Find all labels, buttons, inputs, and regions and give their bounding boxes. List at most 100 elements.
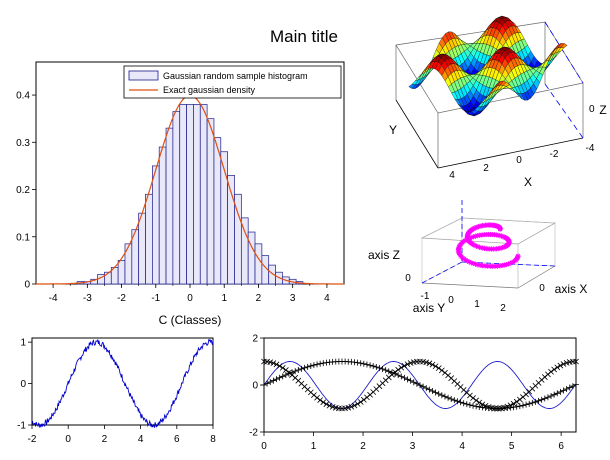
trig-plus-line: [263, 361, 577, 409]
surface-mesh: [408, 15, 568, 117]
histogram-bar: [179, 104, 187, 285]
histogram-x-tick-label: 0: [187, 293, 193, 304]
main-title: Main title: [270, 27, 338, 46]
scatter3d-point: [472, 225, 478, 231]
scatter3d-point: [509, 259, 515, 266]
scatter3d-points: [455, 222, 521, 269]
histogram-panel: -4 -3 -2 -1 0 1 2 3 4 0 0.1 0.2 0.3 0.4 C (Classes) G…: [16, 61, 345, 327]
histogram-bar: [165, 127, 174, 285]
trig-y-tick-label: -2: [249, 428, 258, 439]
trig-axes: 0 1 2 3 4 5 6-202: [249, 334, 564, 453]
trig-y-tick-label: 0: [252, 381, 258, 392]
noisy-sine-x-tick-label: -2: [28, 434, 37, 445]
trig-cross-line: [263, 361, 577, 409]
noisy-sine-axes: -2 0 2 4 6 8 -1 0 1: [17, 338, 216, 445]
trig-series-cross: [261, 358, 579, 412]
scatter3d-point: [472, 261, 479, 267]
trig-x-tick-label: 3: [410, 441, 416, 452]
scatter3d-point: [510, 259, 516, 265]
scatter3d-point: [475, 244, 481, 250]
scatter3d-point: [502, 244, 508, 250]
scatter3d-point: [498, 233, 504, 239]
noisy-sine-y-tick-label: 1: [20, 338, 26, 349]
histogram-bars: [76, 104, 304, 285]
trig-series-plus: [261, 358, 579, 412]
histogram-bar: [193, 104, 201, 285]
scatter3d-point: [505, 261, 512, 267]
histogram-bar: [172, 111, 181, 285]
surface-x-tick: -2: [550, 149, 559, 160]
trig-x-tick-label: 6: [558, 441, 564, 452]
histogram-x-tick-label: 4: [324, 293, 330, 304]
histogram-bar: [206, 118, 215, 285]
scatter3d-point: [470, 260, 476, 267]
histogram-bar: [138, 212, 146, 285]
scatter3d-x-tick: 2: [500, 303, 506, 314]
noisy-sine-x-tick-label: 2: [102, 434, 108, 445]
surface-ticks: 4 2 0 -2 -4 0: [449, 104, 595, 181]
surface-x-label: X: [524, 175, 532, 189]
scatter3d-point: [469, 234, 475, 240]
noisy-sine-x-tick-label: 4: [138, 434, 144, 445]
trig-y-tick-label: 2: [252, 334, 258, 345]
histogram-bar: [158, 146, 167, 285]
legend-label-density: Exact gaussian density: [163, 85, 256, 95]
histogram-x-tick-label: 1: [221, 293, 227, 304]
trig-x-tick-label: 1: [311, 441, 317, 452]
legend-label-histogram: Gaussian random sample histogram: [163, 71, 308, 81]
scatter3d-point: [476, 244, 483, 250]
surface-panel: 4 2 0 -2 -4 0 X Y Z: [389, 15, 607, 189]
noisy-sine-x-tick-label: 8: [210, 434, 216, 445]
scatter3d-point: [471, 234, 477, 240]
histogram-bar: [247, 231, 256, 285]
histogram-y-tick-label: 0.1: [16, 232, 30, 243]
scatter3d-point: [477, 262, 483, 268]
histogram-x-tick-label: 2: [256, 293, 262, 304]
histogram-bar: [254, 243, 263, 285]
trig-x-tick-label: 0: [261, 441, 267, 452]
histogram-y-tick-label: 0.3: [16, 138, 30, 149]
scatter3d-y-tick: 0: [539, 283, 545, 294]
scatter3d-point: [473, 224, 479, 231]
histogram-bar: [240, 217, 249, 285]
scatter3d-point: [466, 259, 472, 265]
scatter3d-x-label: axis X: [555, 282, 588, 296]
histogram-bar: [124, 243, 133, 285]
scatter3d-ticks: -1 0 1 2 0 0: [405, 273, 545, 314]
surface-z-tick: 0: [589, 104, 595, 115]
legend-box: [123, 65, 342, 99]
histogram-y-tick-label: 0: [24, 280, 30, 291]
scatter3d-point: [473, 233, 479, 239]
histogram-x-tick-label: -1: [151, 293, 160, 304]
trig-panel: 0 1 2 3 4 5 6-202: [249, 334, 579, 453]
noisy-sine-y-tick-label: 0: [20, 379, 26, 390]
trig-x-tick-label: 2: [360, 441, 366, 452]
scatter3d-point: [464, 258, 470, 264]
legend-swatch-histogram: [128, 70, 159, 81]
histogram-legend: Gaussian random sample histogram Exact g…: [123, 65, 342, 99]
scatter3d-box: [420, 200, 557, 289]
scatter3d-x-tick: 0: [448, 295, 454, 306]
scatter3d-point: [507, 260, 513, 266]
surface-y-label: Y: [389, 123, 397, 137]
histogram-x-tick-label: 3: [290, 293, 296, 304]
trig-x-tick-label: 4: [459, 441, 465, 452]
surface-x-tick: 0: [516, 155, 522, 166]
scatter3d-point: [500, 233, 506, 240]
scatter3d-x-tick: -1: [421, 291, 430, 302]
histogram-y-tick-label: 0.4: [16, 91, 30, 102]
histogram-x-label: C (Classes): [159, 313, 222, 327]
noisy-sine-y-tick-label: -1: [17, 421, 26, 432]
scatter3d-z-tick: 0: [405, 273, 411, 284]
noisy-sine-line: [31, 338, 214, 428]
histogram-bar: [145, 193, 153, 285]
noisy-sine-frame: [31, 337, 214, 426]
scatter3d-y-label: axis Y: [413, 301, 445, 315]
surface-x-tick: 4: [449, 170, 455, 181]
scatter3d-point: [473, 243, 480, 249]
scatter3d-point: [497, 226, 503, 232]
histogram-x-tick-label: -4: [49, 293, 58, 304]
histogram-bar: [186, 104, 194, 285]
histogram-bar: [199, 104, 208, 285]
